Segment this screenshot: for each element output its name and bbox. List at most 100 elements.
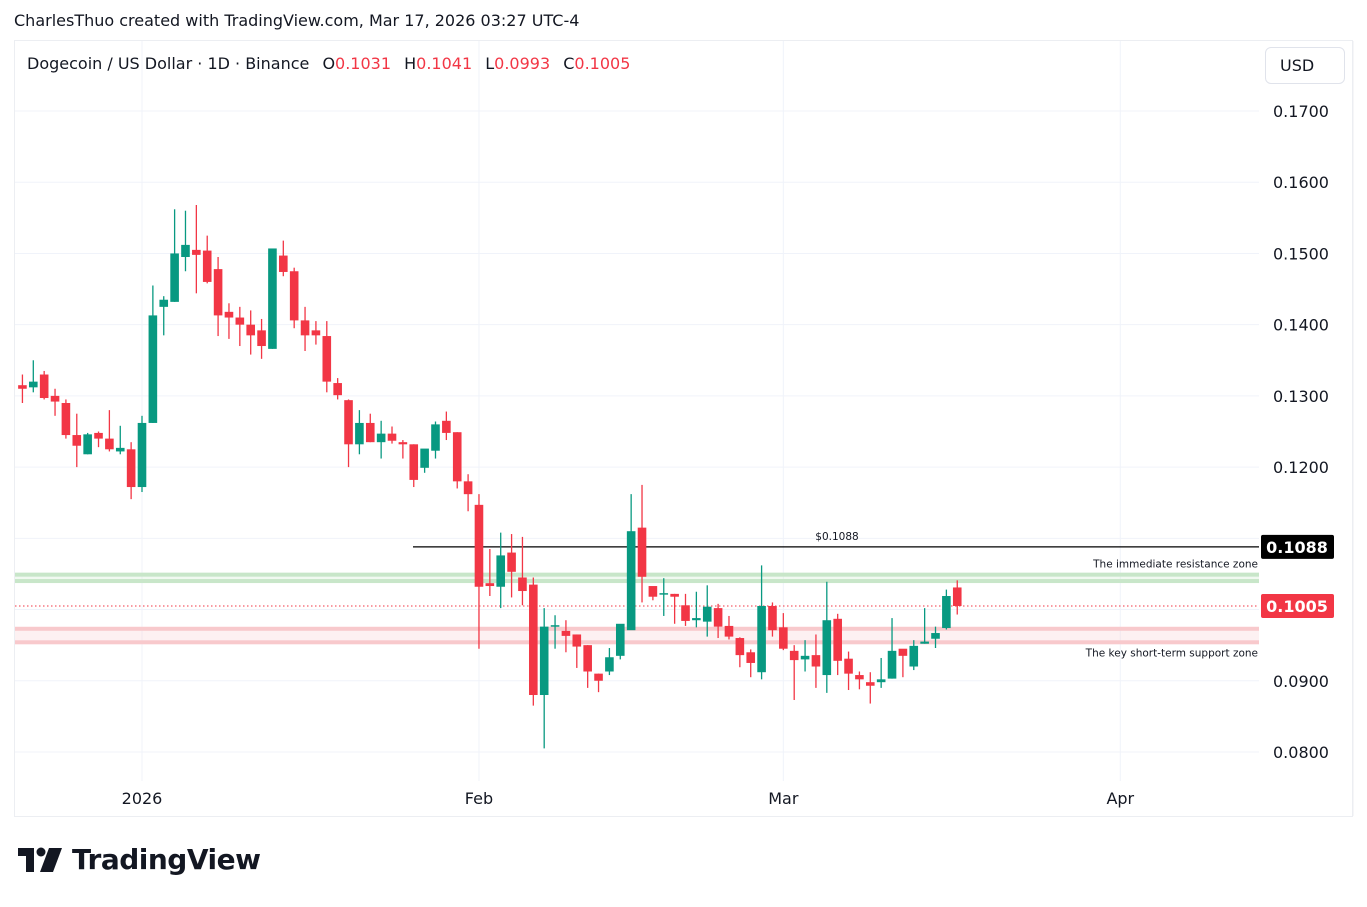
- candle-down[interactable]: [811, 655, 821, 667]
- candle-up[interactable]: [539, 626, 549, 696]
- candle-down[interactable]: [833, 618, 842, 661]
- currency-button[interactable]: USD: [1265, 47, 1345, 84]
- candle-up[interactable]: [550, 625, 560, 627]
- candle-down[interactable]: [235, 317, 245, 325]
- candle-down[interactable]: [789, 650, 799, 661]
- candle-down[interactable]: [409, 444, 419, 480]
- candle-up[interactable]: [800, 655, 810, 660]
- candle-down[interactable]: [670, 593, 679, 597]
- candle-down[interactable]: [463, 481, 473, 495]
- candle-down[interactable]: [713, 608, 723, 627]
- candle-down[interactable]: [529, 584, 538, 696]
- candle-up[interactable]: [83, 434, 92, 455]
- candle-down[interactable]: [735, 638, 745, 656]
- candle-down[interactable]: [572, 634, 582, 647]
- candle-down[interactable]: [387, 433, 397, 441]
- candle-up[interactable]: [148, 315, 158, 423]
- time-axis-label: 2026: [122, 789, 163, 808]
- support-zone-label: The key short-term support zone: [1085, 647, 1258, 659]
- candle-down[interactable]: [637, 527, 647, 577]
- candle-down[interactable]: [61, 403, 71, 436]
- candle-down[interactable]: [768, 605, 777, 631]
- candle-down[interactable]: [898, 648, 908, 656]
- candle-down[interactable]: [50, 395, 60, 402]
- candle-down[interactable]: [279, 255, 288, 272]
- candle-down[interactable]: [311, 330, 321, 336]
- candle-down[interactable]: [561, 630, 571, 636]
- candle-down[interactable]: [202, 250, 212, 282]
- open-value: 0.1031: [335, 54, 392, 73]
- candle-up[interactable]: [615, 623, 625, 656]
- candle-up[interactable]: [692, 618, 701, 621]
- candle-down[interactable]: [474, 504, 484, 587]
- candle-down[interactable]: [865, 682, 875, 686]
- candle-up[interactable]: [355, 422, 364, 445]
- candle-up[interactable]: [822, 620, 832, 676]
- candle-down[interactable]: [365, 422, 375, 443]
- candle-up[interactable]: [757, 605, 766, 673]
- candle-down[interactable]: [952, 587, 962, 606]
- candle-down[interactable]: [94, 432, 103, 439]
- candle-down[interactable]: [126, 449, 136, 488]
- candle-down[interactable]: [257, 330, 266, 347]
- low-label: L: [485, 54, 495, 73]
- candle-up[interactable]: [181, 244, 190, 258]
- candle-down[interactable]: [681, 605, 690, 621]
- candle-up[interactable]: [920, 641, 929, 644]
- candle-down[interactable]: [224, 311, 234, 318]
- candle-down[interactable]: [442, 420, 451, 433]
- candle-up[interactable]: [115, 447, 125, 452]
- candle-up[interactable]: [702, 606, 712, 622]
- candle-down[interactable]: [648, 586, 658, 597]
- candle-up[interactable]: [659, 593, 669, 595]
- candle-down[interactable]: [333, 383, 342, 396]
- candle-down[interactable]: [246, 324, 255, 336]
- candle-up[interactable]: [909, 645, 919, 667]
- price-axis-label: 0.1200: [1273, 458, 1329, 477]
- resistance-zone-top-line: [15, 572, 1259, 577]
- support-zone-bottom-line: [15, 640, 1259, 645]
- candle-down[interactable]: [507, 552, 516, 572]
- tradingview-logo[interactable]: TradingView: [18, 843, 261, 876]
- candle-down[interactable]: [844, 658, 853, 674]
- candle-up[interactable]: [268, 248, 277, 349]
- candle-up[interactable]: [626, 531, 636, 631]
- candle-down[interactable]: [855, 675, 864, 680]
- candle-down[interactable]: [39, 374, 49, 399]
- candle-up[interactable]: [931, 633, 940, 639]
- candle-down[interactable]: [322, 336, 332, 382]
- candle-up[interactable]: [942, 596, 951, 629]
- resistance-zone: [15, 574, 1259, 582]
- candle-down[interactable]: [724, 625, 734, 637]
- candle-down[interactable]: [72, 435, 82, 446]
- candle-down[interactable]: [289, 271, 299, 321]
- candle-down[interactable]: [398, 442, 408, 445]
- candle-down[interactable]: [518, 577, 527, 592]
- candle-up[interactable]: [170, 253, 179, 302]
- candle-down[interactable]: [344, 400, 353, 445]
- candle-down[interactable]: [213, 269, 223, 316]
- candle-up[interactable]: [887, 650, 897, 679]
- candle-down[interactable]: [746, 652, 756, 663]
- candle-up[interactable]: [29, 381, 38, 388]
- candle-up[interactable]: [420, 448, 429, 468]
- candle-down[interactable]: [300, 320, 310, 336]
- candle-up[interactable]: [496, 555, 506, 587]
- candle-up[interactable]: [376, 433, 386, 443]
- last-price-badge: [1261, 593, 1334, 618]
- candle-down[interactable]: [583, 645, 592, 672]
- candle-down[interactable]: [192, 249, 201, 255]
- candle-down[interactable]: [779, 627, 788, 649]
- candle-down[interactable]: [452, 432, 462, 482]
- candle-down[interactable]: [18, 385, 27, 389]
- candle-up[interactable]: [876, 679, 886, 683]
- candle-down[interactable]: [485, 583, 495, 587]
- candle-up[interactable]: [159, 299, 169, 307]
- open-label: O: [322, 54, 336, 73]
- candle-down[interactable]: [105, 438, 114, 450]
- candle-up[interactable]: [605, 657, 614, 672]
- candle-down[interactable]: [594, 673, 603, 681]
- candle-up[interactable]: [431, 424, 440, 451]
- candle-up[interactable]: [137, 422, 147, 488]
